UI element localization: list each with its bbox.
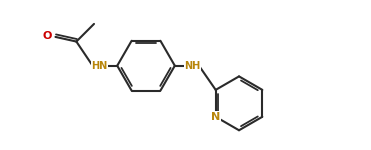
Text: NH: NH	[184, 61, 201, 71]
Text: HN: HN	[92, 61, 108, 71]
Text: N: N	[211, 112, 220, 122]
Text: O: O	[42, 31, 52, 41]
